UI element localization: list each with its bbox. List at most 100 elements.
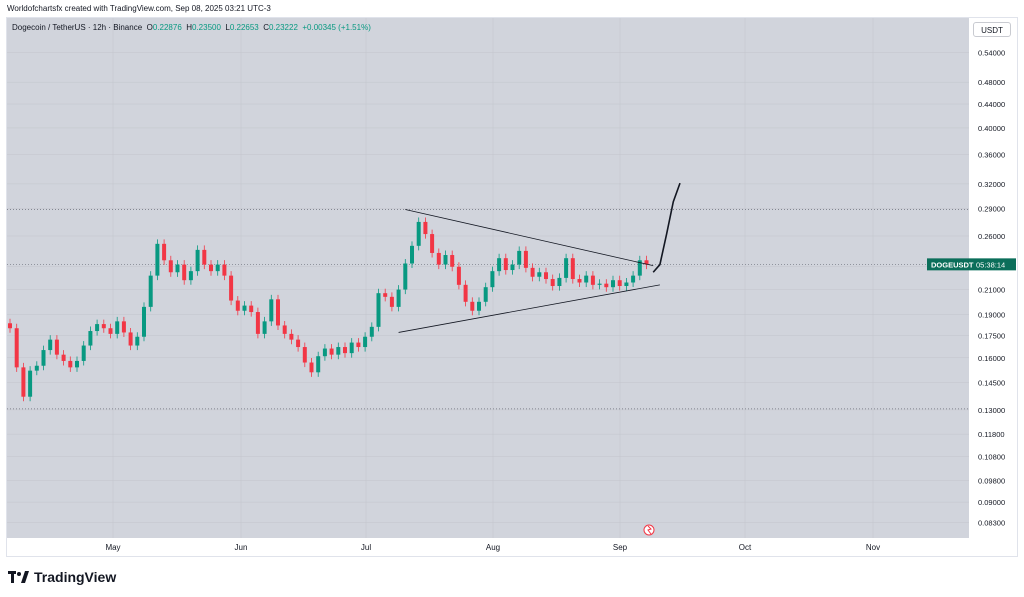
current-price-symbol: DOGEUSDT: [931, 260, 974, 269]
open-label: O: [146, 23, 153, 32]
candle-body: [604, 283, 609, 288]
candle-body: [584, 275, 589, 283]
time-tick-label: May: [105, 543, 120, 552]
candle-body: [209, 264, 213, 272]
candle-body: [135, 336, 140, 346]
price-tick-label: 0.40000: [978, 124, 1005, 133]
price-tick-label: 0.54000: [978, 49, 1005, 58]
candle-body: [497, 258, 502, 272]
candle-body: [175, 264, 180, 273]
candle-body: [410, 245, 414, 264]
candle-body: [68, 360, 73, 368]
candle-body: [195, 249, 200, 272]
candle-body: [255, 312, 260, 334]
price-tick-label: 0.09000: [978, 498, 1005, 507]
candle-body: [222, 264, 227, 276]
candle-body: [242, 305, 247, 311]
price-axis[interactable]: [969, 18, 1017, 556]
candle-body: [336, 347, 341, 355]
candle-body: [523, 250, 528, 268]
projection-curve: [652, 182, 681, 273]
candle-body: [215, 264, 220, 272]
time-tick-label: Jul: [361, 543, 371, 552]
change-value: +0.00345 (+1.51%): [302, 23, 371, 32]
candle-body: [389, 296, 394, 307]
price-tick-label: 0.14500: [978, 378, 1005, 387]
candle-body: [343, 347, 347, 354]
price-tick-label: 0.08300: [978, 518, 1005, 527]
currency-button[interactable]: USDT: [973, 22, 1011, 37]
candle-body: [617, 280, 622, 287]
price-tick-label: 0.09800: [978, 477, 1005, 486]
candle-body: [282, 325, 287, 334]
candle-body: [262, 321, 267, 334]
candle-body: [416, 221, 421, 246]
candle-body: [570, 258, 575, 280]
candle-body: [456, 266, 461, 285]
candle-body: [383, 293, 388, 297]
chart-plot-area[interactable]: [7, 18, 969, 538]
candle-body: [517, 250, 522, 265]
candle-body: [329, 348, 334, 355]
candle-body: [644, 260, 649, 265]
price-tick-label: 0.11800: [978, 430, 1005, 439]
candle-body: [309, 362, 314, 373]
tradingview-brand-text: TradingView: [34, 569, 117, 585]
candle-body: [302, 347, 307, 363]
candle-body: [121, 321, 126, 333]
time-axis[interactable]: [7, 538, 969, 556]
candle-body: [463, 284, 468, 302]
triangle-upper-trendline: [405, 209, 654, 267]
candle-body: [14, 328, 19, 368]
candle-body: [590, 275, 595, 285]
candle-body: [276, 299, 280, 326]
price-tick-label: 0.29000: [978, 205, 1005, 214]
candle-body: [202, 249, 207, 265]
candle-body: [470, 301, 475, 311]
triangle-lower-trendline: [398, 284, 660, 333]
candle-body: [289, 333, 294, 340]
candle-body: [108, 328, 113, 334]
candle-body: [142, 306, 146, 337]
candle-body: [631, 275, 636, 283]
candle-body: [564, 258, 569, 278]
open-value: 0.22876: [152, 23, 182, 32]
price-tick-label: 0.26000: [978, 232, 1005, 241]
candle-body: [403, 263, 408, 290]
candle-body: [148, 275, 153, 307]
candle-body: [611, 280, 615, 288]
candle-body: [396, 289, 401, 307]
time-tick-label: Oct: [739, 543, 752, 552]
candle-body: [115, 321, 120, 334]
tradingview-logo[interactable]: TradingView: [8, 569, 116, 585]
candle-body: [21, 367, 26, 397]
price-tick-label: 0.19000: [978, 311, 1005, 320]
candle-body: [75, 360, 79, 368]
candle-body: [624, 282, 629, 287]
candle-body: [477, 301, 481, 311]
current-price-countdown: 05:38:14: [976, 260, 1005, 269]
candle-body: [423, 221, 428, 235]
symbol-label: Dogecoin / TetherUS · 12h · Binance: [12, 23, 143, 32]
candle-body: [530, 267, 535, 277]
candle-body: [369, 326, 374, 337]
candle-body: [450, 255, 455, 267]
low-label: L: [225, 23, 230, 32]
candle-body: [8, 323, 12, 329]
candle-body: [376, 293, 381, 327]
candle-body: [101, 324, 106, 329]
candle-body: [443, 255, 448, 265]
candle-body: [557, 277, 562, 287]
candle-body: [34, 365, 39, 371]
candle-body: [81, 345, 86, 361]
candle-body: [296, 339, 301, 348]
time-tick-label: Jun: [235, 543, 248, 552]
candle-body: [436, 252, 441, 265]
close-label: C: [263, 23, 269, 32]
price-tick-label: 0.10800: [978, 452, 1005, 461]
candle-body: [544, 272, 548, 280]
candle-body: [168, 260, 173, 273]
candle-body: [269, 299, 274, 322]
event-marker-bolt-icon: [647, 525, 652, 535]
